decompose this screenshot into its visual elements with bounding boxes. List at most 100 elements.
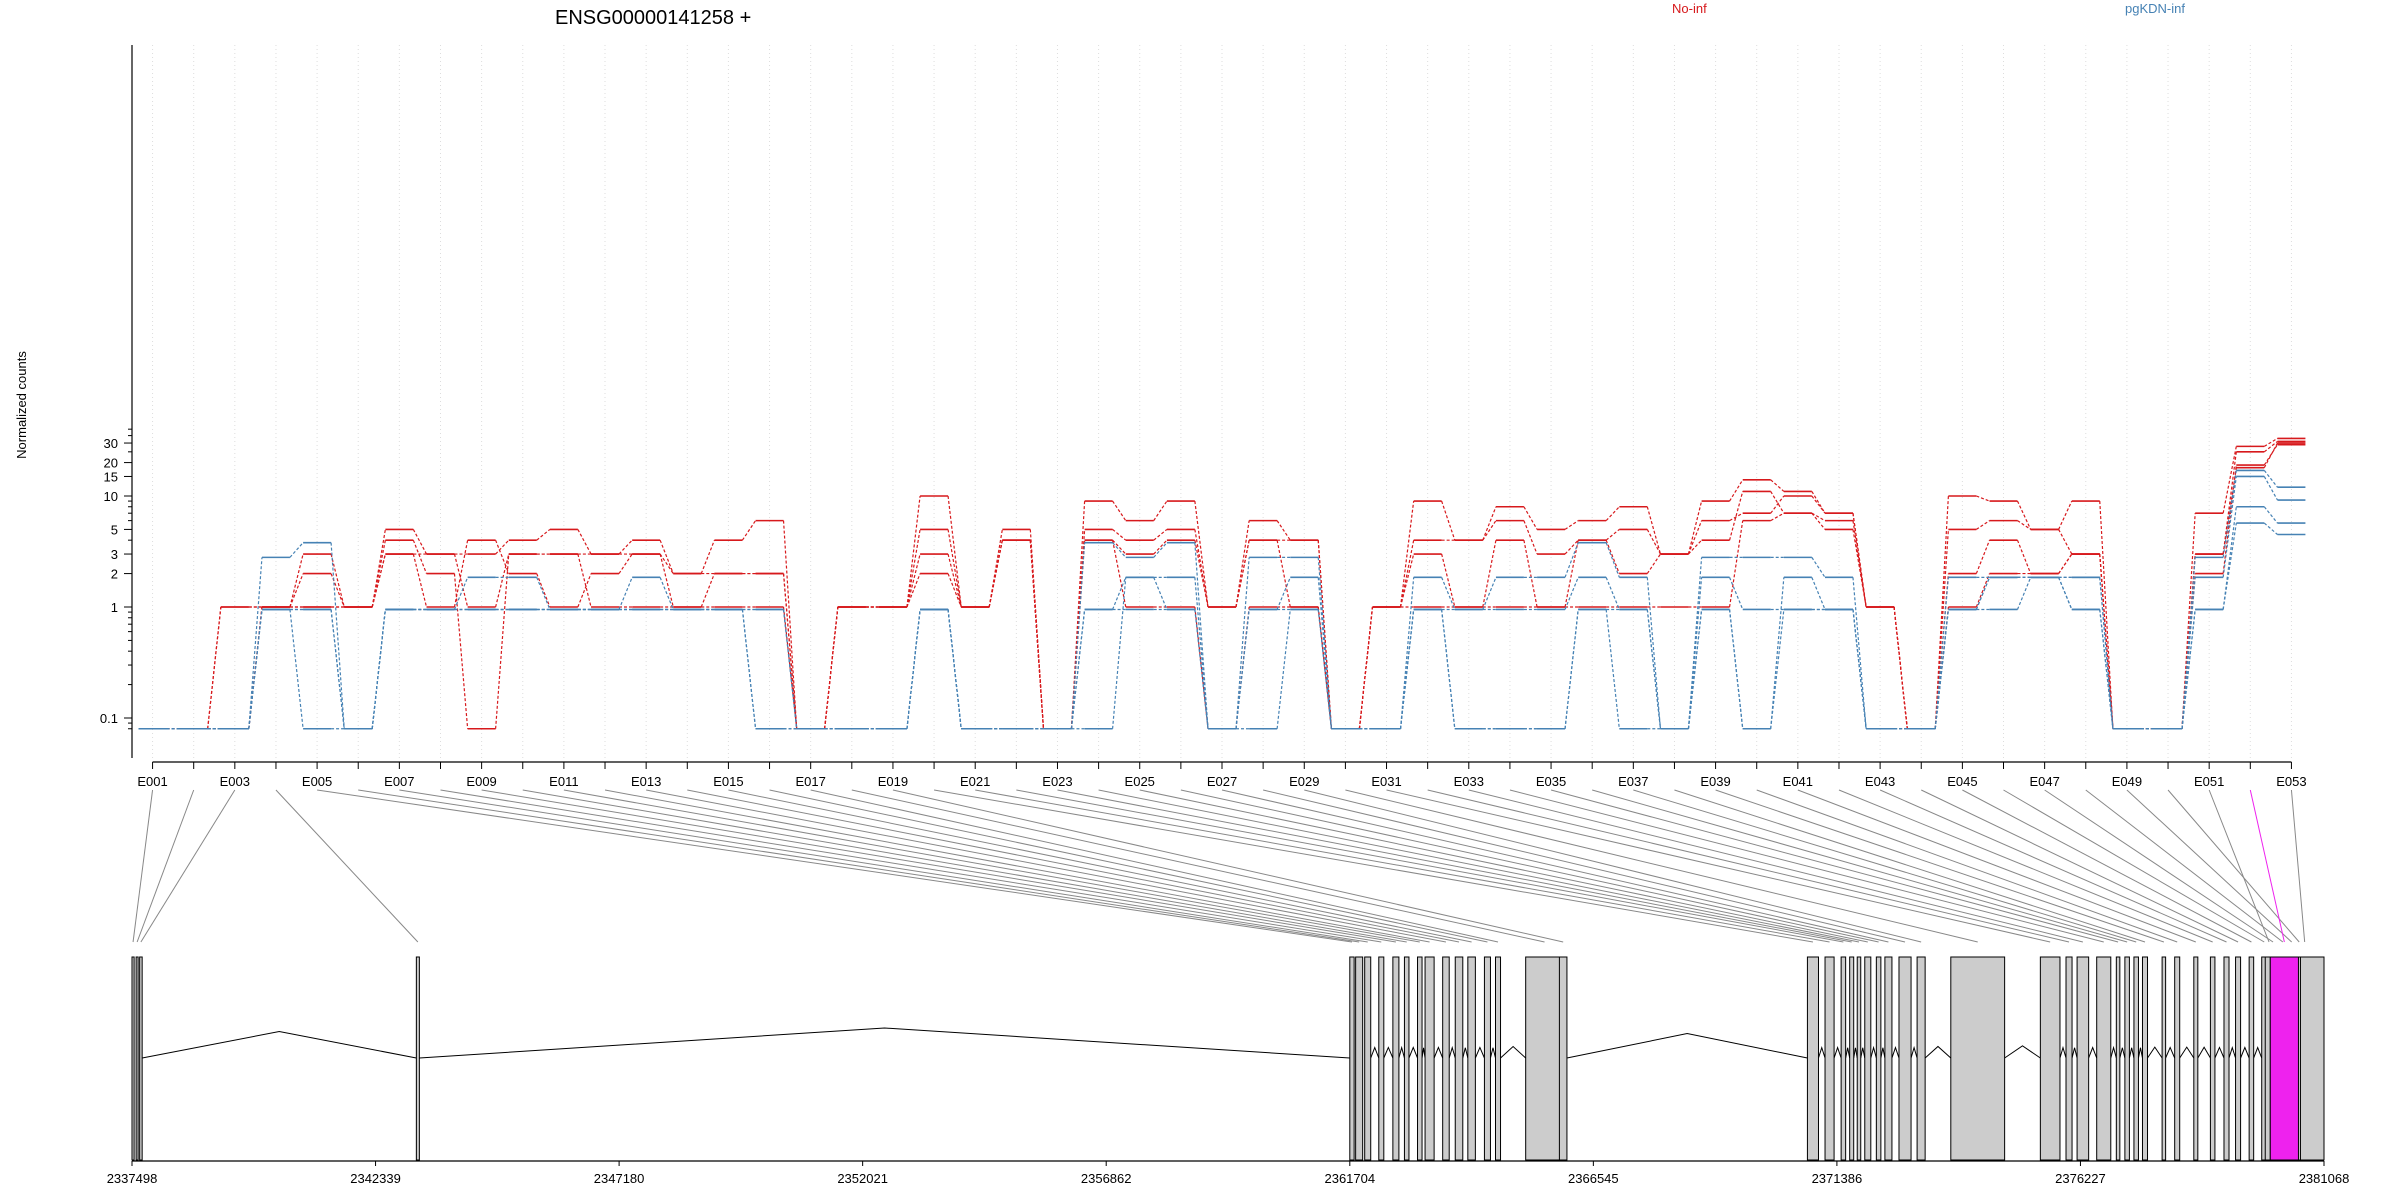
exon-connector-line xyxy=(1098,789,1860,943)
genomic-position-label: 2342339 xyxy=(350,1171,401,1186)
connector-dotted xyxy=(1605,609,1620,729)
exon-box xyxy=(1494,956,1502,1161)
exon-box xyxy=(1950,956,2006,1161)
connector-dotted xyxy=(412,539,428,574)
genomic-position-label: 2381068 xyxy=(2299,1171,2350,1186)
connector-dotted xyxy=(906,495,921,608)
connector-dotted xyxy=(1153,542,1168,558)
connector-dotted xyxy=(1811,557,1826,578)
exon-connector-line xyxy=(2126,789,2292,943)
connector-dotted xyxy=(1276,609,1291,729)
exon-connector-line xyxy=(1756,789,2178,943)
connector-dotted xyxy=(1482,520,1497,541)
connector-dotted xyxy=(1605,542,1620,578)
connector-dotted xyxy=(453,553,469,608)
connector-dotted xyxy=(988,540,1003,608)
connector-dotted xyxy=(207,606,222,729)
connector-dotted xyxy=(1770,479,1785,492)
intron-line xyxy=(2137,1047,2143,1059)
series-lines xyxy=(138,437,2306,730)
connector-dotted xyxy=(1112,500,1127,521)
exon-connector-line xyxy=(1345,789,1978,943)
exon-box xyxy=(1364,956,1372,1161)
exon-connector-line xyxy=(1427,789,2070,943)
connector-dotted xyxy=(2058,500,2073,530)
connector-dotted xyxy=(330,553,345,608)
connector-dotted xyxy=(1770,512,1785,522)
exon-connector-line xyxy=(1263,789,1906,943)
exon-connector-line xyxy=(1674,789,2146,943)
y-tick-label: 3 xyxy=(111,547,118,562)
intron-line xyxy=(2119,1047,2126,1059)
connector-dotted xyxy=(1646,577,1662,729)
connector-dotted xyxy=(1276,577,1291,610)
connector-dotted xyxy=(1564,540,1579,608)
exon-connector-line xyxy=(810,789,1499,943)
connector-dotted xyxy=(618,553,633,574)
connector-dotted xyxy=(289,553,304,608)
exon-label: E033 xyxy=(1454,774,1484,789)
exon-box xyxy=(2209,956,2216,1161)
connector-dotted xyxy=(453,540,469,608)
exon-axis: E001 E003 E005 E007 E009 E011 E013 E015 E017 E019… xyxy=(137,761,2307,789)
exon-connector-line xyxy=(399,789,1368,943)
connector-dotted xyxy=(1605,577,1620,610)
connector-dotted xyxy=(2099,501,2114,729)
exon-connector-line xyxy=(2167,789,2300,943)
connector-dotted xyxy=(1564,577,1579,610)
exon-box xyxy=(1442,956,1450,1161)
exon-label: E003 xyxy=(220,774,250,789)
exon-connector-line xyxy=(1838,789,2213,943)
connector-dotted xyxy=(1687,520,1703,555)
exon-connector-line xyxy=(132,789,154,943)
connector-dotted xyxy=(1112,528,1127,541)
connector-dotted xyxy=(1729,577,1744,610)
exon-label: E009 xyxy=(466,774,496,789)
connector-dotted xyxy=(2263,522,2278,535)
exon-connector-line xyxy=(522,789,1407,943)
exon-box xyxy=(2223,956,2230,1161)
intron-line xyxy=(2197,1046,2211,1059)
exon-label: E011 xyxy=(549,774,578,789)
exon-box xyxy=(1856,956,1862,1161)
exon-connector-line xyxy=(1221,789,1889,943)
exon-box xyxy=(1454,956,1464,1161)
intron-line xyxy=(2071,1047,2078,1059)
connector-dotted xyxy=(495,553,510,608)
connector-dotted xyxy=(1728,609,1744,729)
exon-box xyxy=(2141,956,2149,1161)
exon-box xyxy=(2193,956,2199,1161)
exon-label: E049 xyxy=(2112,774,2142,789)
exon-label: E027 xyxy=(1207,774,1237,789)
exon-connector-line xyxy=(2003,789,2265,943)
genomic-position-label: 2337498 xyxy=(107,1171,158,1186)
connector-dotted xyxy=(1235,557,1250,729)
connector-dotted xyxy=(2016,539,2032,574)
exon-label: E047 xyxy=(2029,774,2059,789)
connector-dotted xyxy=(495,553,510,729)
genomic-position-label: 2366545 xyxy=(1568,1171,1619,1186)
connector-dotted xyxy=(1811,495,1826,514)
y-tick-label: 30 xyxy=(104,436,118,451)
connector-dotted xyxy=(1687,609,1703,729)
connector-dotted xyxy=(1276,540,1291,608)
exon-label: E051 xyxy=(2194,774,2224,789)
exon-connector-line xyxy=(317,789,1353,943)
chart-title: ENSG00000141258 + xyxy=(555,7,751,29)
exon-box xyxy=(2115,956,2121,1161)
exon-connector-line xyxy=(851,789,1545,943)
connector-dotted xyxy=(1070,501,1086,729)
connector-dotted xyxy=(1646,609,1662,729)
exon-label: E031 xyxy=(1371,774,1401,789)
exon-connector-line xyxy=(1509,789,2104,943)
connector-dotted xyxy=(289,609,304,729)
connector-dotted xyxy=(1029,529,1045,729)
exon-box xyxy=(1392,956,1400,1161)
exon-box xyxy=(1483,956,1491,1161)
connector-dotted xyxy=(1153,577,1168,610)
exon-connector-line xyxy=(140,789,236,943)
connector-dotted xyxy=(2222,476,2237,578)
exon-box xyxy=(2235,956,2242,1161)
connector-dotted xyxy=(1482,540,1497,608)
